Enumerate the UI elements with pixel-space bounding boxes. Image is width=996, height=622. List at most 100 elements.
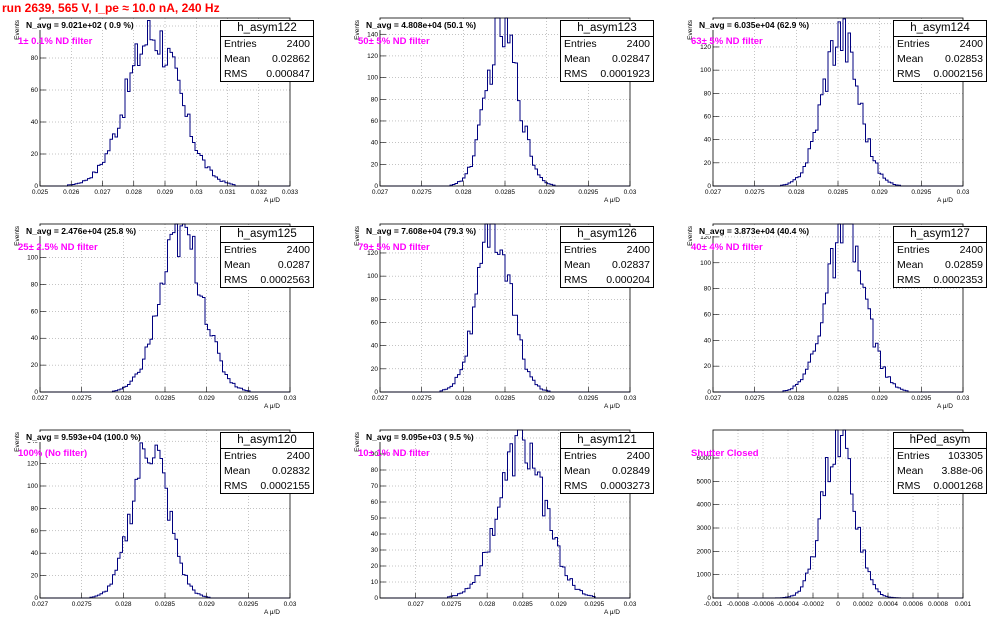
stats-entries-value: 2400 — [959, 244, 983, 256]
histogram-pad-h-asym124: 0.027 0.0275 0.028 0.0285 0.029 0.0295 0.03 0 20… — [673, 14, 987, 204]
navg-label: N_avg = 9.593e+04 (100.0 %) — [24, 432, 143, 442]
x-tick-label: 0.027 — [32, 601, 49, 608]
x-tick-label: 0.027 — [372, 189, 389, 196]
y-tick-label: 40 — [704, 337, 712, 344]
histogram-pad-h-asym126: 0.027 0.0275 0.028 0.0285 0.029 0.0295 0.03 0 20… — [340, 220, 654, 410]
x-tick-label: 0.029 — [550, 601, 567, 608]
x-tick-label: 0.025 — [32, 189, 49, 196]
stats-mean-value: 0.02859 — [945, 259, 983, 271]
y-tick-label: 120 — [700, 234, 711, 241]
x-tick-label: 0.027 — [705, 189, 722, 196]
y-tick-label: 80 — [31, 55, 39, 62]
stats-mean-label: Mean — [224, 465, 251, 477]
x-tick-label: 0.027 — [32, 395, 49, 402]
y-axis-title: Events — [14, 19, 21, 40]
y-tick-label: 20 — [31, 362, 39, 369]
x-tick-label: 0.0275 — [72, 395, 92, 402]
y-axis-title: Events — [354, 225, 361, 246]
x-tick-label: 0.028 — [455, 189, 472, 196]
y-tick-label: 20 — [31, 573, 39, 580]
stats-histogram-name: h_asym121 — [561, 433, 653, 449]
x-tick-label: 0.03 — [284, 601, 297, 608]
histogram-pad-h-asym121: 0.027 0.0275 0.028 0.0285 0.029 0.0295 0.03 0 10… — [340, 426, 654, 616]
stats-mean-value: 3.88e-06 — [941, 465, 983, 477]
y-tick-label: 40 — [31, 550, 39, 557]
y-tick-label: 0 — [374, 183, 378, 190]
x-tick-label: 0.031 — [219, 189, 236, 196]
y-axis-title: Events — [687, 19, 694, 40]
y-tick-label: 6000 — [697, 455, 712, 462]
stats-box: h_asym123 Entries 2400 Mean 0.02847 RMS 0.0… — [560, 20, 654, 82]
y-tick-label: 4000 — [697, 502, 712, 509]
filter-annotation: 10± 1% ND filter — [358, 448, 430, 459]
histogram-pad-h-asym123: 0.027 0.0275 0.028 0.0285 0.029 0.0295 0.03 0 20… — [340, 14, 654, 204]
y-tick-label: 20 — [704, 363, 712, 370]
stats-mean-label: Mean — [897, 259, 924, 271]
y-tick-label: 0 — [34, 183, 38, 190]
x-tick-label: 0.0275 — [72, 601, 92, 608]
y-tick-label: 60 — [704, 311, 712, 318]
y-tick-label: 120 — [367, 53, 378, 60]
y-tick-label: 50 — [371, 515, 379, 522]
x-tick-label: 0.03 — [957, 395, 970, 402]
stats-rms-label: RMS — [564, 274, 588, 286]
run-title: run 2639, 565 V, I_pe ≈ 10.0 nA, 240 Hz — [2, 1, 220, 15]
x-tick-label: 0.029 — [539, 395, 556, 402]
stats-rms-label: RMS — [897, 68, 921, 80]
x-tick-label: 0.0006 — [903, 601, 923, 608]
y-tick-label: 60 — [31, 87, 39, 94]
y-tick-label: 10 — [371, 579, 379, 586]
stats-mean-label: Mean — [564, 259, 591, 271]
y-tick-label: 20 — [371, 161, 379, 168]
stats-mean-label: Mean — [897, 53, 924, 65]
navg-label: N_avg = 6.035e+04 (62.9 %) — [697, 20, 812, 30]
stats-box: h_asym124 Entries 2400 Mean 0.02853 RMS 0.0… — [893, 20, 987, 82]
x-tick-label: 0.0295 — [578, 189, 598, 196]
stats-entries-value: 2400 — [286, 38, 310, 50]
y-tick-label: 120 — [700, 44, 711, 51]
y-tick-label: 60 — [371, 319, 379, 326]
stats-histogram-name: h_asym122 — [221, 21, 313, 37]
x-tick-label: 0.0008 — [928, 601, 948, 608]
y-tick-label: 100 — [700, 67, 711, 74]
stats-box: h_asym127 Entries 2400 Mean 0.02859 RMS 0.0… — [893, 226, 987, 288]
x-tick-label: -0.0002 — [802, 601, 824, 608]
y-tick-label: 80 — [704, 286, 712, 293]
x-tick-label: 0.029 — [199, 395, 216, 402]
y-tick-label: 3000 — [697, 525, 712, 532]
stats-box: h_asym122 Entries 2400 Mean 0.02862 RMS 0.0… — [220, 20, 314, 82]
stats-entries-label: Entries — [897, 38, 930, 50]
filter-annotation: 50± 5% ND filter — [358, 36, 430, 47]
histogram-plot: 0.027 0.0275 0.028 0.0285 0.029 0.0295 0.03 0 20… — [687, 17, 970, 204]
x-tick-label: 0.029 — [539, 189, 556, 196]
y-tick-label: 120 — [27, 461, 38, 468]
navg-label: N_avg = 3.873e+04 (40.4 %) — [697, 226, 812, 236]
stats-mean-value: 0.0287 — [277, 259, 310, 271]
y-tick-label: 1000 — [697, 572, 712, 579]
filter-annotation: Shutter Closed — [691, 448, 759, 459]
stats-box: hPed_asym Entries 103305 Mean 3.88e-06 RMS… — [893, 432, 987, 494]
x-tick-label: 0.03 — [624, 395, 637, 402]
y-tick-label: 60 — [704, 113, 712, 120]
y-tick-label: 100 — [367, 273, 378, 280]
stats-histogram-name: h_asym126 — [561, 227, 653, 243]
stats-entries-label: Entries — [897, 450, 930, 462]
y-tick-label: 80 — [31, 505, 39, 512]
stats-mean-label: Mean — [564, 53, 591, 65]
filter-annotation: 1± 0.1% ND filter — [18, 36, 93, 47]
stats-mean-value: 0.02837 — [612, 259, 650, 271]
stats-rms-value: 0.0002353 — [933, 274, 983, 286]
stats-rms-label: RMS — [897, 274, 921, 286]
stats-histogram-name: hPed_asym — [894, 433, 986, 449]
stats-mean-value: 0.02862 — [272, 53, 310, 65]
x-axis-title: A μ/D — [264, 609, 280, 616]
stats-rms-label: RMS — [897, 480, 921, 492]
x-tick-label: 0.0285 — [155, 395, 175, 402]
stats-entries-value: 2400 — [626, 38, 650, 50]
x-tick-label: 0.0285 — [155, 601, 175, 608]
x-axis-title: A μ/D — [937, 197, 953, 204]
x-tick-label: 0.0295 — [238, 395, 258, 402]
stats-mean-label: Mean — [897, 465, 924, 477]
y-tick-label: 90 — [371, 451, 379, 458]
y-tick-label: 5000 — [697, 478, 712, 485]
